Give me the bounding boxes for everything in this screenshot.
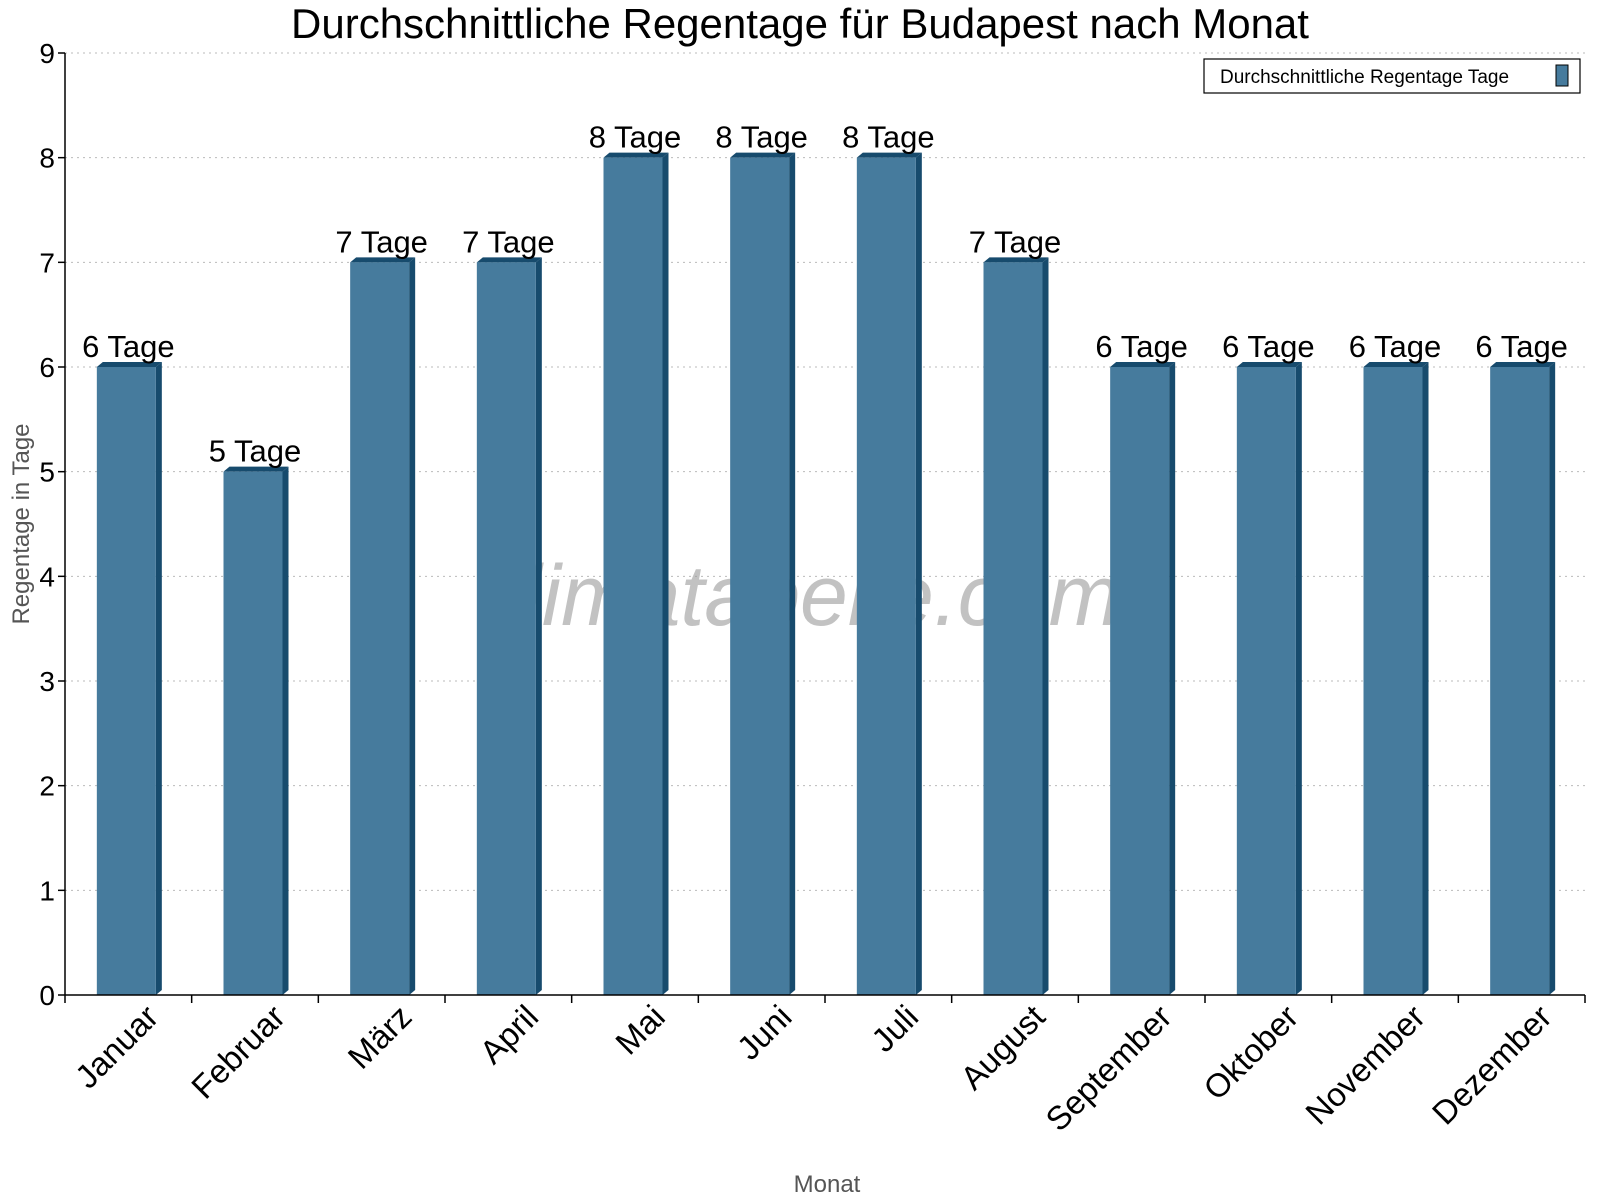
y-tick-label: 0 bbox=[39, 980, 55, 1011]
data-label: 6 Tage bbox=[1475, 329, 1568, 364]
x-tick-label: Februar bbox=[184, 998, 292, 1106]
bar-side bbox=[155, 362, 162, 995]
data-label: 6 Tage bbox=[1222, 329, 1315, 364]
data-label: 8 Tage bbox=[842, 120, 935, 155]
y-tick-label: 9 bbox=[39, 38, 55, 69]
y-tick-label: 2 bbox=[39, 771, 55, 802]
bar-side bbox=[789, 152, 796, 995]
legend: Durchschnittliche Regentage Tage bbox=[1203, 58, 1581, 94]
bar-top bbox=[1110, 362, 1176, 367]
bar-side bbox=[1169, 362, 1176, 995]
bar bbox=[350, 262, 410, 995]
data-label: 6 Tage bbox=[1095, 329, 1188, 364]
data-label: 7 Tage bbox=[462, 224, 555, 259]
bar-top bbox=[1236, 362, 1302, 367]
bar-top bbox=[1363, 362, 1429, 367]
bar-side bbox=[1549, 362, 1556, 995]
data-label: 7 Tage bbox=[969, 224, 1062, 259]
bar-top bbox=[856, 152, 922, 158]
bar bbox=[476, 262, 536, 995]
bar-side bbox=[662, 152, 669, 995]
y-axis-label: Regentage in Tage bbox=[8, 423, 35, 624]
bar bbox=[1236, 367, 1296, 995]
x-tick-label: Juli bbox=[864, 998, 925, 1059]
x-tick-label: November bbox=[1298, 998, 1432, 1132]
bar-top bbox=[730, 152, 796, 158]
chart-title: Durchschnittliche Regentage für Budapest… bbox=[291, 0, 1309, 47]
bar bbox=[1363, 367, 1423, 995]
y-tick-label: 5 bbox=[39, 457, 55, 488]
x-tick-label: Mai bbox=[608, 998, 672, 1062]
bar-side bbox=[409, 257, 416, 995]
data-label: 8 Tage bbox=[715, 120, 808, 155]
bar-side bbox=[1422, 362, 1429, 995]
x-tick-label: Januar bbox=[68, 998, 166, 1096]
y-tick-label: 6 bbox=[39, 352, 55, 383]
y-tick-label: 4 bbox=[39, 561, 55, 592]
bar-top bbox=[223, 466, 289, 472]
x-tick-label: April bbox=[472, 998, 545, 1071]
bar-top bbox=[350, 257, 416, 263]
bar-side bbox=[915, 152, 922, 995]
bar-top bbox=[603, 152, 669, 158]
bar bbox=[96, 367, 156, 995]
bar bbox=[1110, 367, 1170, 995]
data-label: 6 Tage bbox=[1349, 329, 1442, 364]
bar-side bbox=[1042, 257, 1049, 995]
y-tick-label: 1 bbox=[39, 875, 55, 906]
bar bbox=[730, 157, 790, 995]
x-tick-label: März bbox=[341, 998, 419, 1076]
bar-side bbox=[1295, 362, 1302, 995]
bar bbox=[856, 157, 916, 995]
bar bbox=[983, 262, 1043, 995]
legend-swatch bbox=[1555, 64, 1569, 87]
x-tick-label: Juni bbox=[730, 998, 799, 1067]
y-tick-label: 7 bbox=[39, 247, 55, 278]
bar-side bbox=[282, 466, 289, 996]
y-tick-label: 3 bbox=[39, 666, 55, 697]
y-tick-label: 8 bbox=[39, 143, 55, 174]
bar bbox=[223, 471, 283, 996]
data-label: 5 Tage bbox=[209, 434, 302, 469]
x-tick-label: August bbox=[953, 998, 1052, 1097]
x-tick-label: Oktober bbox=[1196, 998, 1305, 1107]
bar bbox=[603, 157, 663, 995]
x-tick-label: Dezember bbox=[1425, 998, 1559, 1132]
bar-top bbox=[476, 257, 542, 263]
x-axis-label: Monat bbox=[794, 1171, 861, 1198]
bar-side bbox=[535, 257, 542, 995]
bar-top bbox=[1490, 362, 1556, 367]
gridlines bbox=[65, 52, 1585, 891]
bar bbox=[1490, 367, 1550, 995]
data-label: 6 Tage bbox=[82, 329, 175, 364]
x-tick-label: September bbox=[1038, 998, 1178, 1138]
bar-top bbox=[96, 362, 162, 367]
bar-top bbox=[983, 257, 1049, 263]
data-label: 8 Tage bbox=[589, 120, 682, 155]
data-label: 7 Tage bbox=[335, 224, 428, 259]
bars: 6 Tage 5 Tage 7 Tage 7 Tage 8 Tage 8 Tage 8 Ta… bbox=[82, 120, 1568, 996]
legend-label: Durchschnittliche Regentage Tage bbox=[1220, 67, 1509, 88]
